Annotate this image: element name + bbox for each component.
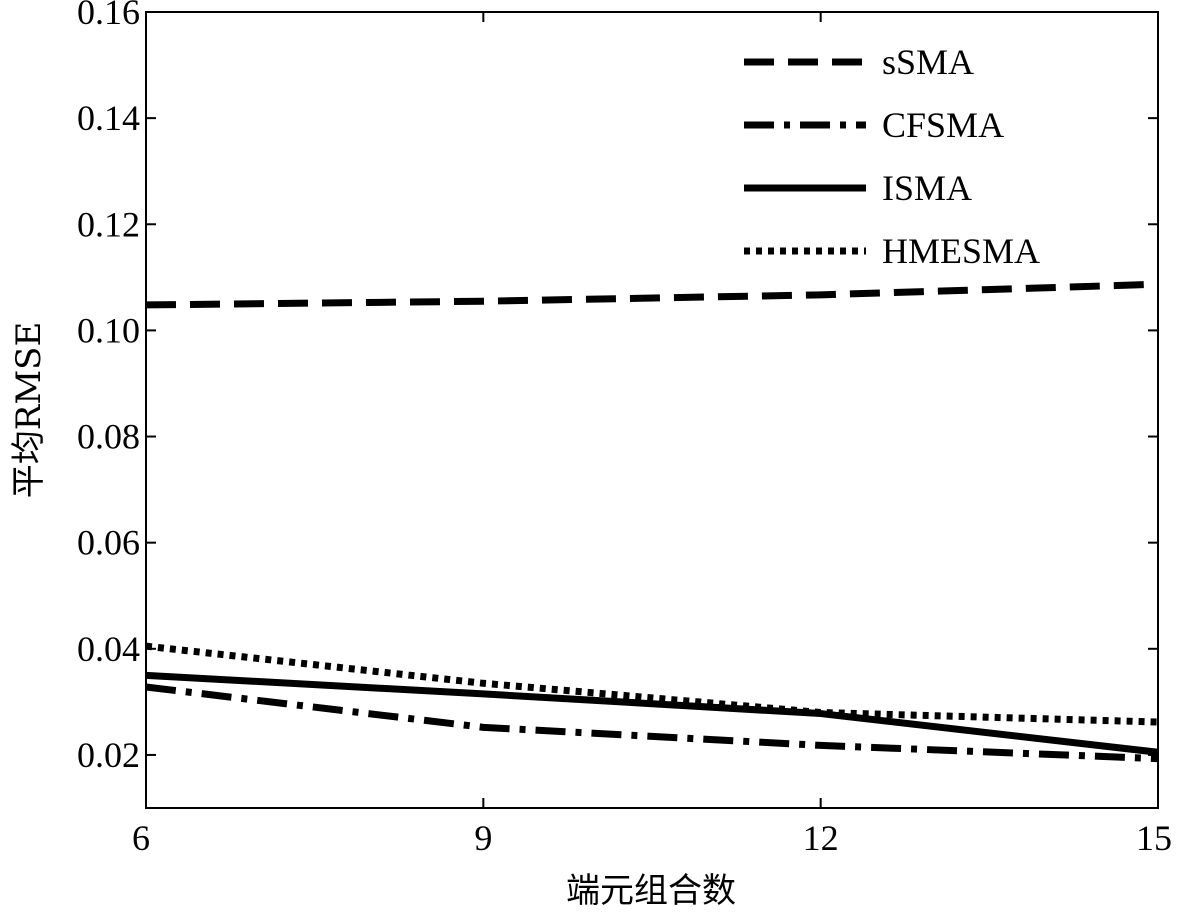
- plot-frame: [145, 11, 1159, 809]
- series-line-hmesma: [145, 642, 1159, 726]
- y-tick-label: 0.12: [77, 204, 140, 244]
- y-tick-label: 0.10: [77, 310, 140, 350]
- legend-label-isma: ISMA: [882, 168, 972, 208]
- y-tick-label: 0.16: [77, 0, 140, 32]
- legend-label-hmesma: HMESMA: [882, 231, 1040, 271]
- y-tick-label: 0.08: [77, 417, 140, 457]
- legend-label-cfsma: CFSMA: [882, 105, 1004, 145]
- x-tick-label: 15: [1136, 818, 1172, 858]
- x-tick-label: 6: [132, 818, 150, 858]
- series-line-cfsma: [145, 683, 1159, 763]
- y-tick-label: 0.04: [77, 629, 140, 669]
- x-axis-title: 端元组合数: [566, 871, 736, 911]
- y-tick-label: 0.06: [77, 523, 140, 563]
- y-tick-label: 0.14: [77, 98, 140, 138]
- y-axis-title: 平均RMSE: [9, 322, 49, 499]
- legend-label-ssma: sSMA: [882, 42, 974, 82]
- x-tick-label: 12: [803, 818, 839, 858]
- y-tick-label: 0.02: [77, 735, 140, 775]
- x-tick-label: 9: [474, 818, 492, 858]
- series-line-isma: [145, 671, 1159, 756]
- series-line-ssma: [145, 280, 1159, 309]
